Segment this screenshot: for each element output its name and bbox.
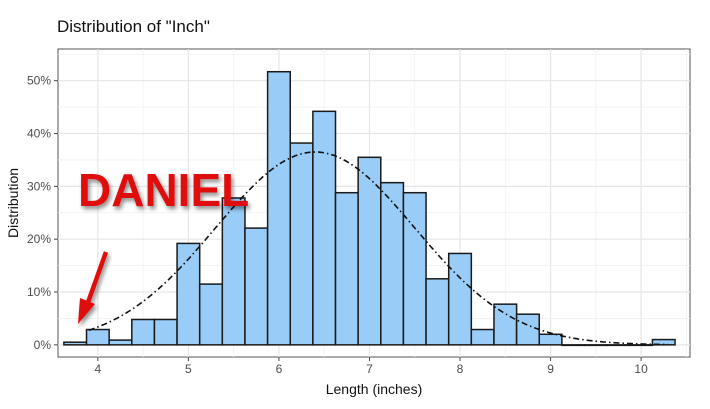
- histogram-bar: [470, 328, 495, 346]
- x-tick-label: 6: [276, 362, 283, 376]
- histogram-bar: [538, 333, 563, 346]
- histogram-bar: [63, 341, 88, 346]
- x-axis: 4 5 6 7 8 9 10: [94, 357, 648, 376]
- histogram-bar: [85, 328, 110, 346]
- x-tick-label: 8: [457, 362, 464, 376]
- histogram-bar: [606, 344, 631, 347]
- y-tick-label: 40%: [27, 127, 51, 141]
- y-tick-label: 0%: [34, 338, 52, 352]
- histogram-bar: [198, 283, 224, 346]
- histogram-bar: [380, 181, 405, 346]
- histogram-bar: [108, 339, 133, 346]
- histogram-bar: [131, 318, 156, 346]
- histogram-bar: [312, 110, 337, 346]
- y-tick-label: 20%: [27, 232, 51, 246]
- annotation-text: DANIEL: [78, 164, 249, 216]
- x-tick-label: 10: [634, 362, 648, 376]
- y-tick-label: 30%: [27, 179, 51, 193]
- chart-title: Distribution of "Inch": [57, 17, 210, 36]
- histogram-bar: [515, 313, 540, 346]
- histogram-bar: [425, 278, 450, 346]
- histogram-bar: [493, 303, 518, 346]
- histogram-bar: [221, 197, 246, 346]
- histogram-bar: [244, 227, 269, 346]
- y-tick-label: 10%: [27, 285, 51, 299]
- histogram-bar: [402, 191, 427, 346]
- x-tick-label: 4: [94, 362, 101, 376]
- y-axis: 0% 10% 20% 30% 40% 50%: [27, 74, 58, 352]
- histogram-bar: [289, 142, 314, 346]
- y-tick-label: 50%: [27, 74, 51, 88]
- histogram-bar: [266, 70, 291, 346]
- histogram-bar: [447, 252, 473, 346]
- normal-curve: [88, 151, 669, 346]
- histogram-bar: [153, 318, 178, 346]
- histogram-bar: [583, 344, 608, 347]
- x-tick-label: 9: [547, 362, 554, 376]
- y-axis-label: Distribution: [5, 168, 21, 238]
- x-tick-label: 7: [366, 362, 373, 376]
- x-axis-label: Length (inches): [326, 381, 423, 397]
- histogram-bar: [629, 344, 654, 347]
- arrow-icon: [78, 251, 109, 324]
- bars: [63, 70, 676, 347]
- histogram-bar: [334, 191, 359, 346]
- histogram-bar: [561, 344, 586, 347]
- x-tick-label: 5: [185, 362, 192, 376]
